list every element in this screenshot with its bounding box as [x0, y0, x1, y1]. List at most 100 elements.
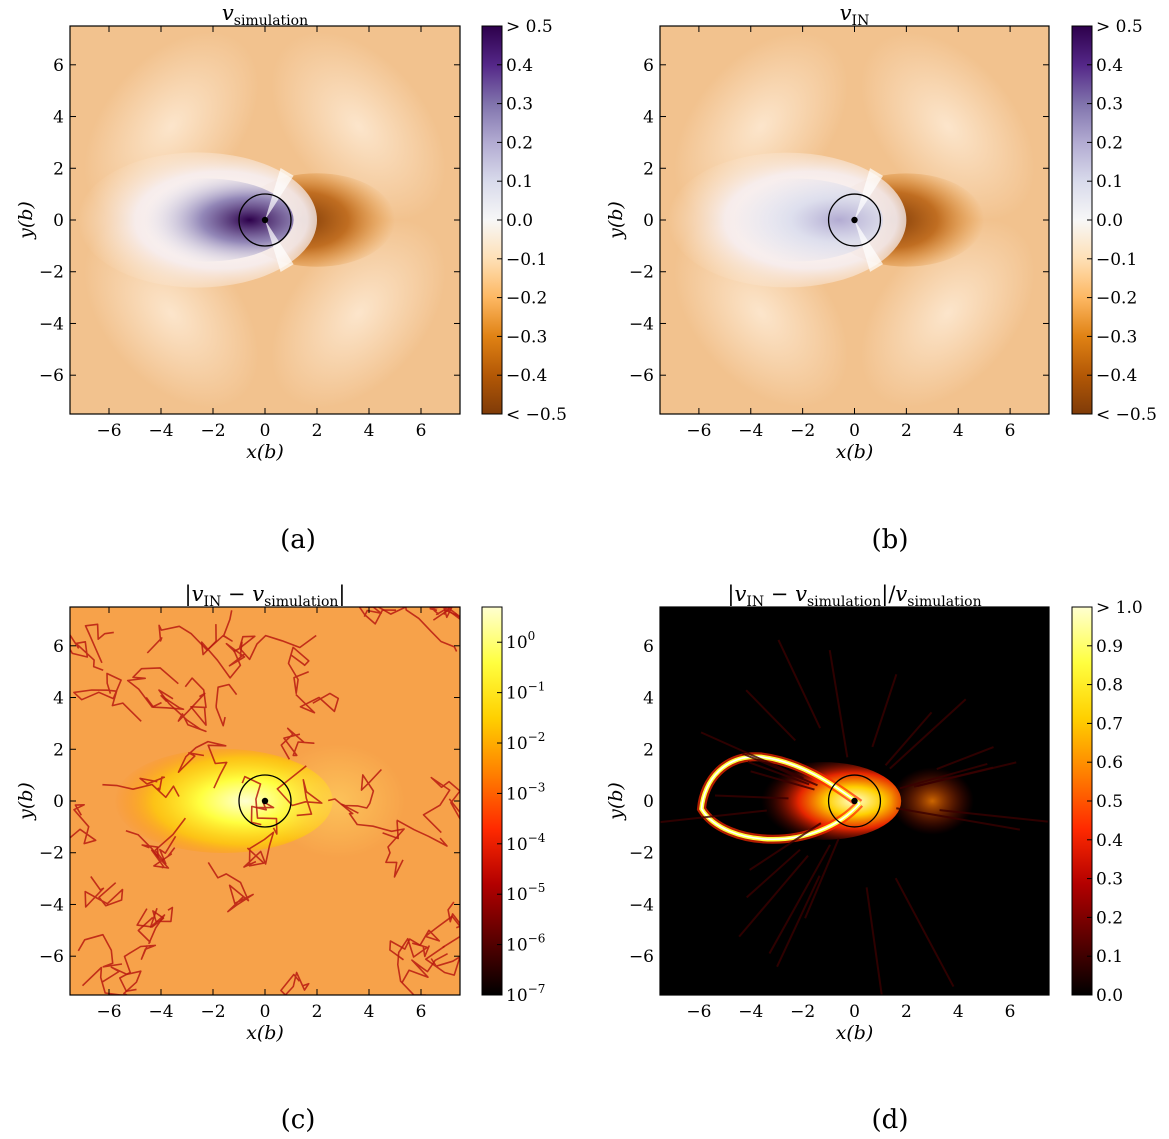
y-tick-label: 6: [53, 637, 64, 657]
colorbar-tick-label: < −0.5: [506, 405, 567, 425]
title-sub: IN: [746, 594, 764, 610]
tick-exponent: −1: [528, 680, 546, 694]
title-text: |: [727, 582, 734, 607]
colorbar-tick-label: −0.2: [506, 289, 547, 309]
x-tick-label: 6: [416, 1002, 427, 1022]
y-tick-label: 2: [53, 740, 64, 760]
plot-frame: [659, 25, 1050, 415]
ripple-line: [660, 809, 767, 824]
y-tick-label: 0: [643, 792, 654, 812]
x-tick-label: −2: [200, 421, 225, 441]
y-tick-label: −6: [629, 947, 654, 967]
contour-line: [276, 765, 323, 817]
colorbar-tick-label: 10−2: [506, 730, 545, 754]
x-axis-label: x(b): [246, 441, 284, 463]
contour-line: [77, 933, 123, 968]
x-tick-label: 2: [312, 1002, 323, 1022]
contour-line: [136, 906, 174, 928]
title-sub: IN: [203, 594, 221, 610]
colorbar-tick-label: 0.4: [1096, 56, 1123, 76]
x-tick-label: −6: [686, 1002, 711, 1022]
contour-line: [137, 907, 166, 945]
x-tick-label: 0: [260, 421, 271, 441]
ripple-line: [738, 855, 809, 938]
contour-line: [70, 634, 104, 672]
contour-line: [389, 915, 460, 961]
y-tick-label: 4: [53, 108, 64, 128]
ripple-line: [889, 698, 967, 770]
colorbar-tick-label: 0.4: [1096, 831, 1123, 851]
contour-line: [287, 646, 310, 695]
x-tick-label: −6: [96, 421, 121, 441]
colorbar-tick-label: 0.3: [1096, 95, 1123, 115]
x-tick-label: −4: [148, 1002, 173, 1022]
ripple-line: [917, 761, 1017, 787]
contour-line: [139, 776, 166, 791]
colorbar-tick-label: 0.3: [1096, 870, 1123, 890]
origin-dot: [851, 797, 858, 805]
colorbar-tick-label: 0.9: [1096, 637, 1123, 657]
x-tick-label: −4: [148, 421, 173, 441]
contour-line: [233, 634, 317, 661]
ripple-line: [776, 875, 821, 968]
contour-line: [146, 610, 233, 654]
title-sub: simulation: [234, 13, 308, 29]
x-axis-label: x(b): [246, 1022, 284, 1044]
tick-base: 10: [506, 734, 528, 754]
y-axis-label: y(b): [15, 201, 37, 240]
x-tick-label: 2: [901, 421, 912, 441]
tick-exponent: 0: [528, 629, 536, 643]
y-tick-label: 6: [643, 637, 654, 657]
chart-title: vsimulation: [222, 1, 308, 29]
origin-dot: [261, 797, 269, 805]
x-tick-label: 4: [364, 1002, 375, 1022]
tick-exponent: −4: [528, 831, 546, 845]
x-tick-label: 6: [1005, 1002, 1016, 1022]
contour-line: [177, 740, 228, 789]
contour-line: [150, 847, 176, 869]
y-tick-label: −6: [629, 366, 654, 386]
contour-line: [184, 677, 207, 726]
tick-base: 10: [506, 986, 528, 1006]
y-tick-label: −4: [39, 314, 64, 334]
contour-line: [241, 775, 278, 835]
y-axis-label: y(b): [605, 201, 627, 240]
contour-line: [425, 945, 460, 976]
ripple-line: [896, 807, 1021, 831]
unit-circle: [238, 774, 292, 828]
title-var: v: [895, 582, 907, 606]
heatmap-field: [660, 26, 1049, 414]
tick-exponent: −3: [528, 780, 546, 794]
ripple-line: [745, 689, 797, 742]
field-wedge: [854, 220, 884, 272]
ripple-line: [828, 649, 849, 758]
y-tick-label: 2: [643, 740, 654, 760]
ripple-line: [871, 673, 898, 748]
ripple-line: [936, 746, 994, 770]
colorbar-tick-label: −0.1: [506, 250, 547, 270]
tick-base: 10: [506, 684, 528, 704]
contour-line: [358, 607, 397, 625]
ripple-line: [865, 887, 883, 995]
contour-line: [158, 689, 207, 733]
contour-line: [443, 607, 460, 620]
x-tick-label: 6: [1005, 421, 1016, 441]
field-right-glow: [890, 767, 974, 835]
contour-line: [382, 819, 448, 847]
ripple-line: [768, 844, 831, 955]
x-tick-label: 4: [953, 421, 964, 441]
colorbar-tick-label: −0.4: [506, 366, 547, 386]
ring-highlight: [700, 756, 861, 840]
colorbar-tick-label: 10−7: [506, 982, 545, 1006]
title-var: v: [795, 582, 807, 606]
origin-dot: [261, 216, 269, 224]
colorbar-tick-label: 0.2: [506, 133, 533, 153]
ripple-line: [939, 809, 1048, 823]
contour-line: [102, 783, 180, 799]
x-tick-label: −2: [200, 1002, 225, 1022]
colorbar-tick-label: −0.4: [1096, 366, 1137, 386]
chart-panel-b: −6 −6 −4 −4 −2 −2 0 0 2 2 4 4 6 6 x(b) y(b) < −0.5 −0.4 −0…: [605, 1, 1157, 555]
field-wedge: [265, 168, 294, 220]
colorbar-tick-label: 0.0: [1096, 211, 1123, 231]
